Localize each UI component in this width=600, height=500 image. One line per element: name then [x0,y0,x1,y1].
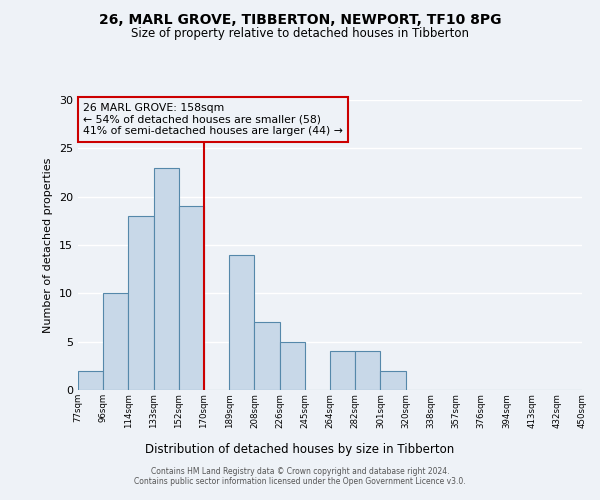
Bar [280,342,305,390]
Bar [154,168,179,390]
Bar [103,294,128,390]
Bar [380,370,406,390]
Bar [229,254,254,390]
Bar [179,206,204,390]
Bar [254,322,280,390]
Text: Size of property relative to detached houses in Tibberton: Size of property relative to detached ho… [131,28,469,40]
Text: Contains HM Land Registry data © Crown copyright and database right 2024.: Contains HM Land Registry data © Crown c… [151,467,449,476]
Bar [78,370,103,390]
Bar [128,216,154,390]
Text: 26 MARL GROVE: 158sqm
← 54% of detached houses are smaller (58)
41% of semi-deta: 26 MARL GROVE: 158sqm ← 54% of detached … [83,103,343,136]
Text: 26, MARL GROVE, TIBBERTON, NEWPORT, TF10 8PG: 26, MARL GROVE, TIBBERTON, NEWPORT, TF10… [99,12,501,26]
Bar [330,352,355,390]
Text: Contains public sector information licensed under the Open Government Licence v3: Contains public sector information licen… [134,477,466,486]
Bar [355,352,380,390]
Y-axis label: Number of detached properties: Number of detached properties [43,158,53,332]
Text: Distribution of detached houses by size in Tibberton: Distribution of detached houses by size … [145,442,455,456]
